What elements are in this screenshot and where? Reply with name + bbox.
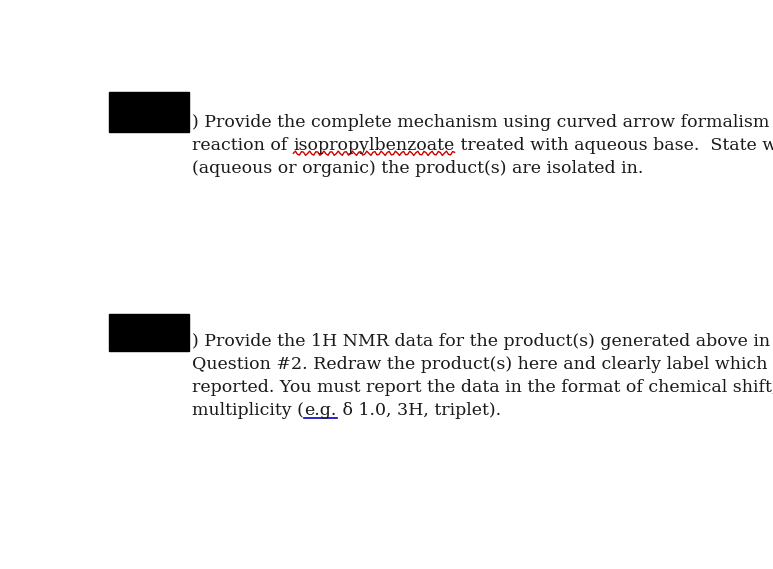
Bar [108, 314, 189, 351]
Text: ) Provide the complete mechanism using curved arrow formalism for the: ) Provide the complete mechanism using c… [192, 114, 773, 131]
Text: reported. You must report the data in the format of chemical shift, integration,: reported. You must report the data in th… [192, 379, 773, 396]
Text: e.g.: e.g. [305, 402, 337, 419]
Text: δ 1.0, 3H, triplet).: δ 1.0, 3H, triplet). [337, 402, 501, 419]
Text: isopropylbenzoate: isopropylbenzoate [293, 137, 455, 154]
Text: reaction of: reaction of [192, 137, 293, 154]
Text: ) Provide the 1H NMR data for the product(s) generated above in: ) Provide the 1H NMR data for the produc… [192, 333, 771, 351]
Text: Question #2. Redraw the product(s) here and clearly label which 1H is being: Question #2. Redraw the product(s) here … [192, 356, 773, 373]
Text: multiplicity (: multiplicity ( [192, 402, 305, 419]
Text: treated with aqueous base.  State which layer: treated with aqueous base. State which l… [455, 137, 773, 154]
Bar [108, 92, 189, 132]
Text: (aqueous or organic) the product(s) are isolated in.: (aqueous or organic) the product(s) are … [192, 160, 644, 177]
